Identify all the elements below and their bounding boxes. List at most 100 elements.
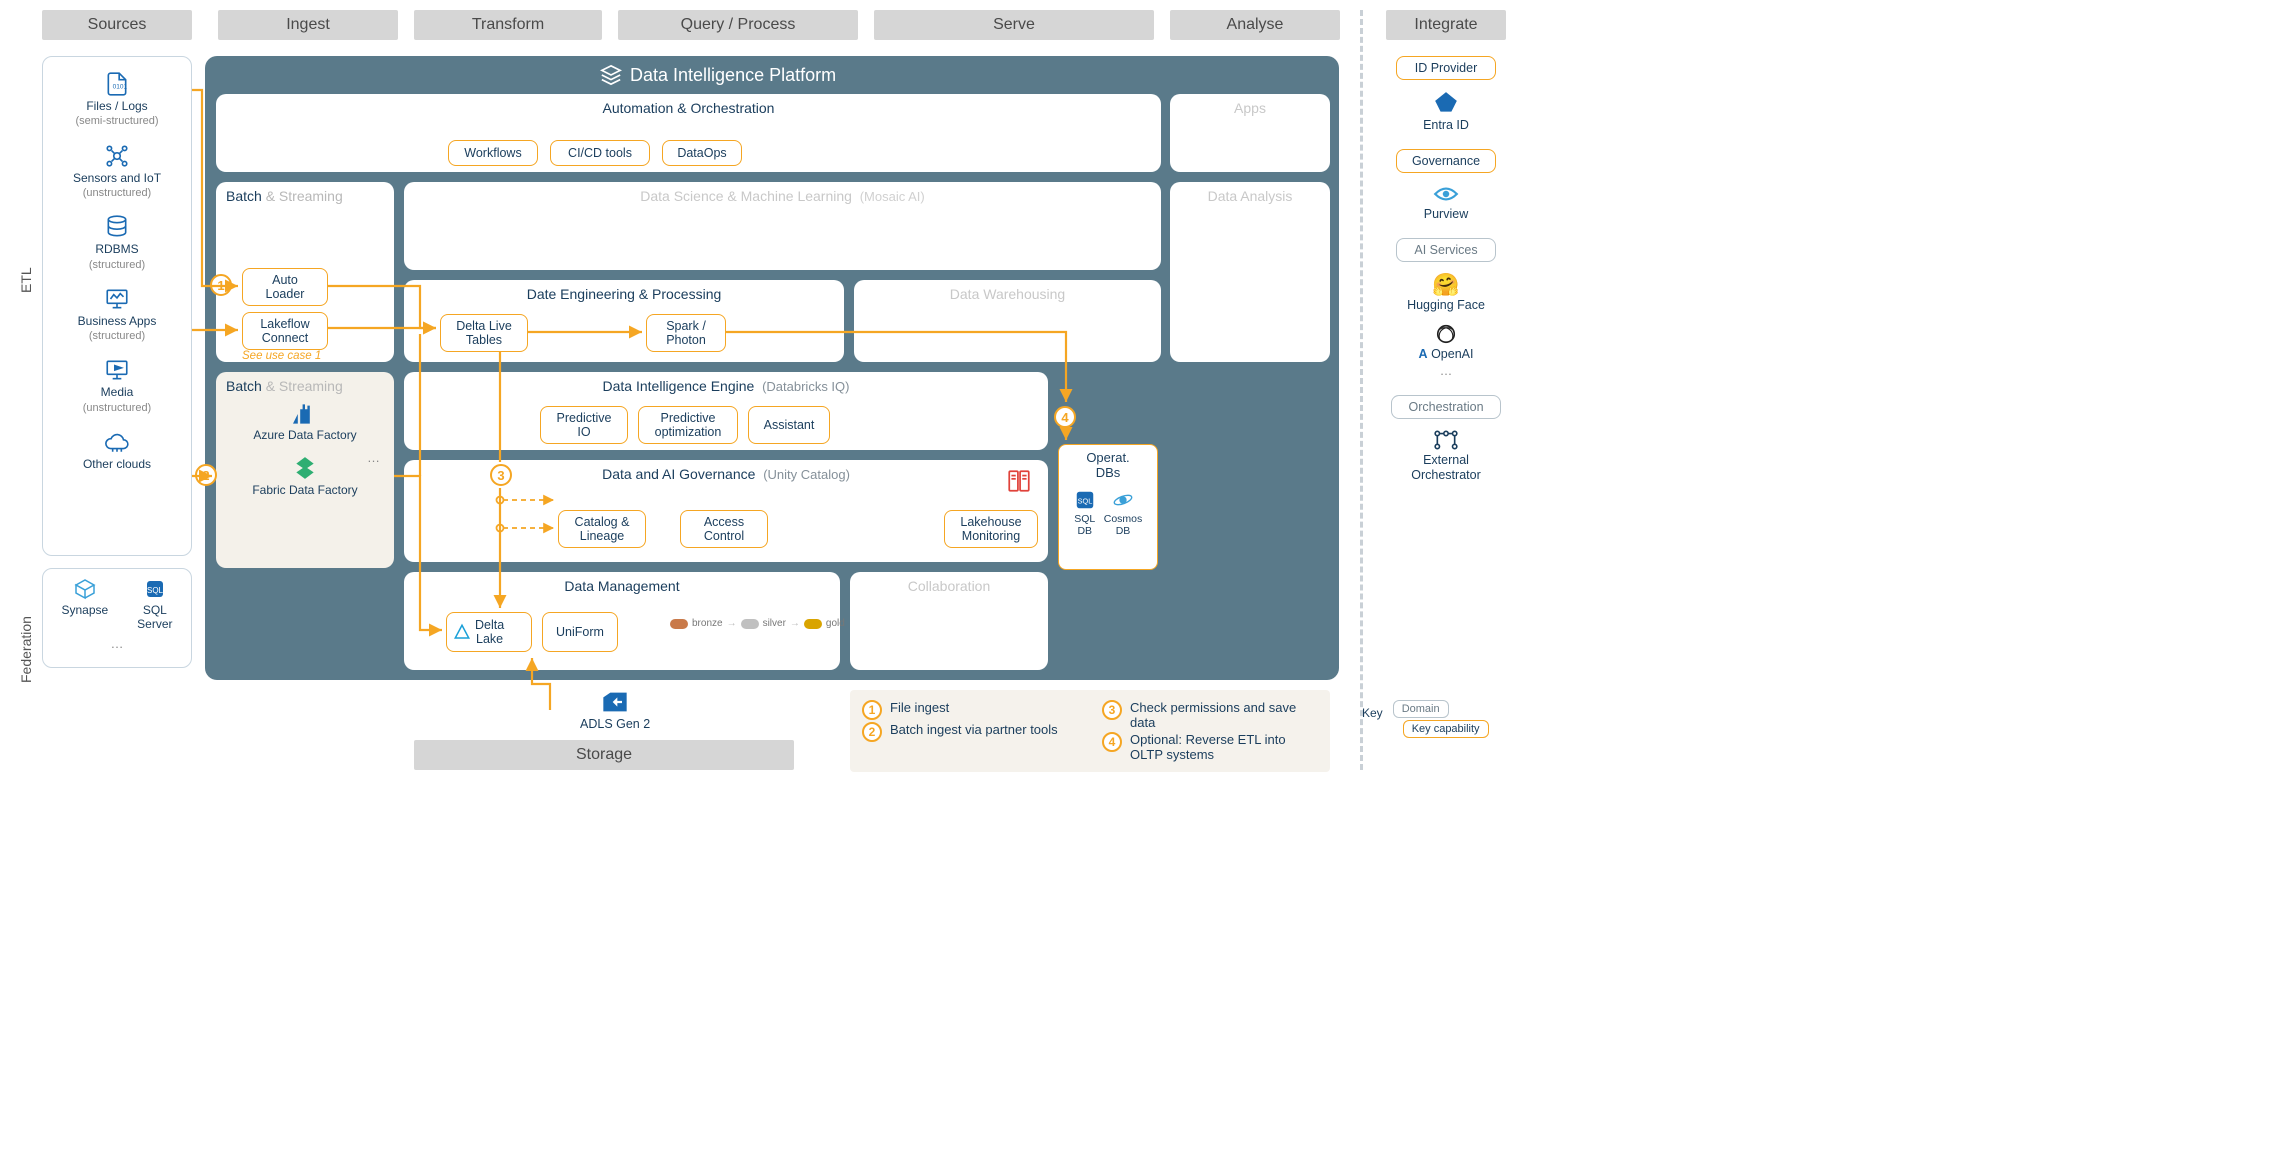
col-ingest: Ingest bbox=[218, 10, 398, 40]
sources-federation-group: Synapse SQL SQL Server … bbox=[42, 568, 192, 668]
cloud-icon bbox=[104, 429, 130, 455]
pill-idprovider: ID Provider bbox=[1396, 56, 1496, 80]
pill-cicd: CI/CD tools bbox=[550, 140, 650, 166]
cosmos-icon bbox=[1112, 489, 1134, 511]
pill-autoloader: Auto Loader bbox=[242, 268, 328, 306]
panel-batch2: Batch & Streaming Azure Data Factory … F… bbox=[216, 372, 394, 568]
fed-synapse: Synapse bbox=[61, 577, 108, 617]
panel-data-analysis-title: Data Analysis bbox=[1180, 188, 1320, 204]
openai-icon bbox=[1435, 323, 1457, 345]
panel-batch2-title: Batch & Streaming bbox=[226, 378, 384, 394]
col-query: Query / Process bbox=[618, 10, 858, 40]
iot-icon bbox=[104, 143, 130, 169]
fed-sqlserver: SQL SQL Server bbox=[137, 577, 172, 632]
col-sources: Sources bbox=[42, 10, 192, 40]
monitor-icon bbox=[104, 286, 130, 312]
architecture-diagram: Sources Ingest Transform Query / Process… bbox=[10, 10, 1510, 800]
sqldb-icon: SQL bbox=[1074, 489, 1096, 511]
panel-die-title: Data Intelligence Engine (Databricks IQ) bbox=[414, 378, 1038, 394]
pill-orchestration: Orchestration bbox=[1391, 395, 1501, 419]
pill-opdbs: Operat. DBs SQL SQL DB Cosmos DB bbox=[1058, 444, 1158, 570]
panel-apps: Apps bbox=[1170, 94, 1330, 172]
src-bizapps: Business Apps (structured) bbox=[47, 286, 187, 344]
pill-assistant: Assistant bbox=[748, 406, 830, 444]
panel-data-analysis: Data Analysis bbox=[1170, 182, 1330, 362]
pill-governance: Governance bbox=[1396, 149, 1496, 173]
delta-icon bbox=[453, 623, 471, 641]
key-capability: Key capability bbox=[1403, 720, 1489, 738]
svg-text:SQL: SQL bbox=[1077, 497, 1092, 506]
pill-predopt: Predictive optimization bbox=[638, 406, 738, 444]
src-rdbms: RDBMS (structured) bbox=[47, 214, 187, 272]
adf-label: Azure Data Factory bbox=[226, 429, 384, 443]
medallion: bronze → silver → gold bbox=[670, 618, 845, 629]
platform-title: Data Intelligence Platform bbox=[600, 64, 836, 86]
panel-collab-title: Collaboration bbox=[860, 578, 1038, 594]
col-integrate: Integrate bbox=[1386, 10, 1506, 40]
sqlserver-icon: SQL bbox=[143, 577, 167, 601]
adls-icon bbox=[601, 690, 629, 714]
src-media: Media (unstructured) bbox=[47, 357, 187, 415]
pill-lakeflow: Lakeflow Connect bbox=[242, 312, 328, 350]
entra-icon bbox=[1433, 90, 1459, 116]
pill-aiservices: AI Services bbox=[1396, 238, 1496, 262]
side-federation: Federation bbox=[18, 590, 34, 710]
report-icon bbox=[1006, 468, 1032, 494]
side-etl: ETL bbox=[18, 220, 34, 340]
int-extorch: External Orchestrator bbox=[1386, 429, 1506, 483]
svg-text:0101: 0101 bbox=[113, 83, 128, 90]
sources-etl-group: 0101 Files / Logs (semi-structured) Sens… bbox=[42, 56, 192, 556]
pill-spark: Spark / Photon bbox=[646, 314, 726, 352]
src-files: 0101 Files / Logs (semi-structured) bbox=[47, 71, 187, 129]
panel-dsml: Data Science & Machine Learning (Mosaic … bbox=[404, 182, 1161, 270]
col-serve: Serve bbox=[874, 10, 1154, 40]
batch2-ellipsis: … bbox=[367, 450, 380, 465]
pill-dlt: Delta Live Tables bbox=[440, 314, 528, 352]
panel-collab: Collaboration bbox=[850, 572, 1048, 670]
panel-apps-title: Apps bbox=[1180, 100, 1320, 116]
col-storage: Storage bbox=[414, 740, 794, 770]
col-transform: Transform bbox=[414, 10, 602, 40]
int-openai: A OpenAI … bbox=[1386, 323, 1506, 379]
step-2: 2 bbox=[195, 464, 217, 486]
key-domain: Domain bbox=[1393, 700, 1449, 718]
pill-access: Access Control bbox=[680, 510, 768, 548]
fdf-label: Fabric Data Factory bbox=[226, 484, 384, 498]
file-icon: 0101 bbox=[104, 71, 130, 97]
panel-dwh: Data Warehousing bbox=[854, 280, 1161, 362]
panel-dm-title: Data Management bbox=[414, 578, 830, 594]
panel-dwh-title: Data Warehousing bbox=[864, 286, 1151, 302]
layers-icon bbox=[600, 64, 622, 86]
integrate-group: ID Provider Entra ID Governance Purview … bbox=[1386, 56, 1506, 499]
pill-predio: Predictive IO bbox=[540, 406, 628, 444]
legend: 1File ingest 2Batch ingest via partner t… bbox=[850, 690, 1330, 772]
pill-dataops: DataOps bbox=[662, 140, 742, 166]
panel-dsml-title: Data Science & Machine Learning (Mosaic … bbox=[414, 188, 1151, 204]
col-analyse: Analyse bbox=[1170, 10, 1340, 40]
pill-catalog: Catalog & Lineage bbox=[558, 510, 646, 548]
int-entra: Entra ID bbox=[1386, 90, 1506, 133]
step-4: 4 bbox=[1054, 406, 1076, 428]
int-purview: Purview bbox=[1386, 183, 1506, 222]
fdf-icon bbox=[292, 455, 318, 481]
panel-batch1-title: Batch & Streaming bbox=[226, 188, 384, 204]
purview-icon bbox=[1433, 183, 1459, 205]
pill-lhmon: Lakehouse Monitoring bbox=[944, 510, 1038, 548]
svg-text:SQL: SQL bbox=[147, 586, 164, 595]
media-icon bbox=[104, 357, 130, 383]
step-1: 1 bbox=[210, 274, 232, 296]
src-sensors: Sensors and IoT (unstructured) bbox=[47, 143, 187, 201]
integrate-divider bbox=[1360, 10, 1363, 770]
panel-eng-title: Date Engineering & Processing bbox=[414, 286, 834, 302]
fed-ellipsis: … bbox=[47, 636, 187, 651]
synapse-icon bbox=[73, 577, 97, 601]
key: Key Domain Key capability bbox=[1362, 700, 1489, 740]
adls: ADLS Gen 2 bbox=[580, 690, 650, 731]
pill-deltalake: Delta Lake bbox=[446, 612, 532, 652]
adf-icon bbox=[290, 402, 320, 426]
int-hf: 🤗 Hugging Face bbox=[1386, 272, 1506, 313]
note-see-uc1: See use case 1 bbox=[242, 350, 321, 362]
orchestrator-icon bbox=[1433, 429, 1459, 451]
database-icon bbox=[104, 214, 130, 240]
panel-automation-title: Automation & Orchestration bbox=[226, 100, 1151, 116]
